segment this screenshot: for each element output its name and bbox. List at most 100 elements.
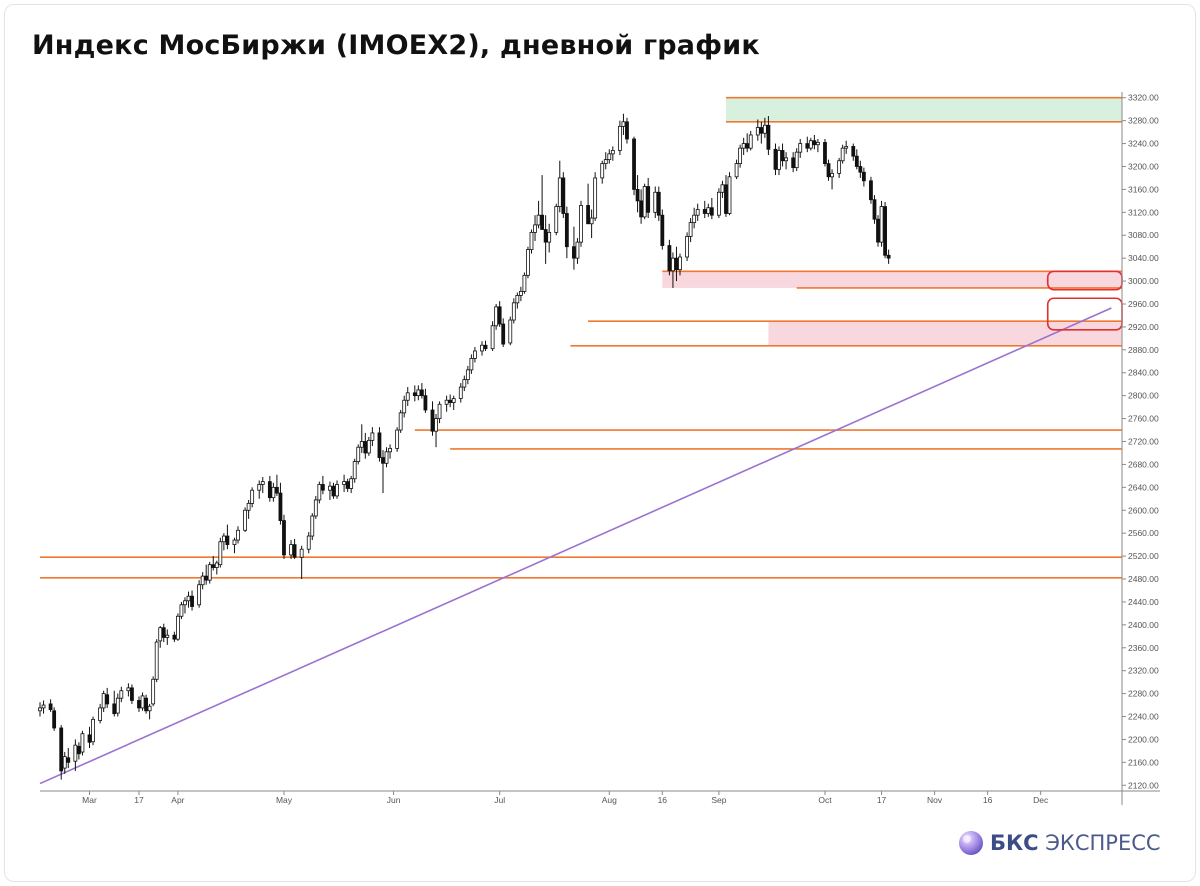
candle-down bbox=[625, 121, 629, 140]
candle-down bbox=[105, 694, 110, 705]
candle-up bbox=[840, 147, 845, 162]
candle-up bbox=[522, 274, 527, 292]
candle-up bbox=[526, 249, 530, 276]
candle-up bbox=[816, 142, 820, 146]
candle-up bbox=[600, 163, 605, 179]
candle-up bbox=[352, 461, 357, 480]
candle-down bbox=[52, 710, 57, 729]
axes-layer: 3320.00 3280.00 3240.00 3200.00 3160.00 3120.… bbox=[40, 92, 1160, 805]
candle-down bbox=[412, 392, 417, 397]
candle-down bbox=[858, 166, 863, 173]
candle-up bbox=[246, 502, 251, 511]
candle-up bbox=[41, 704, 46, 709]
candle-up bbox=[515, 294, 520, 304]
candle-up bbox=[755, 127, 760, 136]
candle-up bbox=[119, 690, 124, 699]
candle-down bbox=[876, 218, 880, 243]
candle-up bbox=[844, 146, 849, 149]
candle-down bbox=[854, 155, 859, 167]
candle-up bbox=[610, 150, 615, 155]
x-tick-label: Dec bbox=[1033, 795, 1049, 805]
candle-up bbox=[879, 206, 884, 243]
candle-up bbox=[589, 217, 594, 225]
candle-up bbox=[508, 319, 513, 344]
candle-up bbox=[830, 172, 834, 178]
candle-up bbox=[653, 191, 658, 213]
candle-up bbox=[359, 441, 364, 448]
candle-down bbox=[745, 143, 750, 149]
y-tick-label: 2200.00 bbox=[1128, 734, 1159, 744]
candle-up bbox=[451, 398, 456, 403]
candle-up bbox=[207, 564, 212, 581]
candle-up bbox=[579, 205, 583, 243]
trend-line bbox=[39, 307, 1112, 785]
candle-up bbox=[243, 509, 247, 531]
candle-up bbox=[437, 403, 442, 419]
x-tick-label: Mar bbox=[82, 795, 97, 805]
bks-logo: БКС ЭКСПРЕСС bbox=[958, 830, 1161, 856]
candle-up bbox=[642, 186, 647, 218]
candle-up bbox=[115, 697, 120, 714]
candle-up bbox=[529, 231, 534, 250]
candle-down bbox=[130, 687, 134, 701]
card-frame bbox=[4, 4, 1196, 882]
candle-up bbox=[176, 615, 180, 640]
candle-up bbox=[734, 163, 739, 178]
y-tick-label: 2440.00 bbox=[1128, 597, 1159, 607]
candle-down bbox=[190, 595, 194, 607]
candle-down bbox=[572, 246, 576, 259]
candle-up bbox=[306, 535, 311, 550]
candle-up bbox=[317, 484, 322, 501]
candle-down bbox=[76, 745, 81, 755]
candle-up bbox=[250, 489, 255, 504]
candle-up bbox=[405, 392, 410, 401]
y-tick-label: 3200.00 bbox=[1128, 161, 1159, 171]
candle-down bbox=[773, 148, 778, 170]
candle-up bbox=[557, 177, 562, 207]
candle-down bbox=[861, 171, 866, 182]
y-tick-label: 2680.00 bbox=[1128, 459, 1159, 469]
candle-up bbox=[388, 447, 392, 453]
candle-down bbox=[448, 399, 453, 403]
candle-up bbox=[490, 325, 495, 350]
candle-down bbox=[656, 191, 661, 216]
candle-down bbox=[48, 703, 53, 711]
candle-up bbox=[80, 733, 85, 753]
y-tick-label: 3280.00 bbox=[1128, 116, 1159, 126]
candle-up bbox=[38, 707, 42, 712]
candle-down bbox=[59, 727, 64, 772]
x-tick-label: Jun bbox=[387, 795, 401, 805]
candle-up bbox=[469, 358, 474, 371]
candle-up bbox=[511, 302, 516, 321]
candle-down bbox=[137, 700, 141, 709]
y-tick-label: 3000.00 bbox=[1128, 276, 1159, 286]
candle-down bbox=[872, 199, 877, 220]
candle-down bbox=[780, 150, 785, 162]
candle-up bbox=[434, 418, 438, 432]
candle-up bbox=[554, 206, 559, 233]
candle-down bbox=[275, 486, 279, 494]
candle-up bbox=[692, 214, 697, 224]
y-tick-label: 2920.00 bbox=[1128, 322, 1159, 332]
candle-down bbox=[812, 140, 817, 146]
candle-up bbox=[151, 678, 156, 705]
chart-title: Индекс МосБиржи (IMOEX2), дневной график bbox=[32, 30, 760, 61]
candle-down bbox=[112, 703, 117, 715]
candle-up bbox=[671, 257, 675, 272]
candle-up bbox=[741, 143, 746, 149]
candle-down bbox=[759, 127, 764, 134]
candle-down bbox=[805, 143, 810, 149]
candle-up bbox=[356, 446, 361, 462]
candle-down bbox=[161, 627, 166, 638]
candle-up bbox=[727, 176, 732, 214]
candle-down bbox=[66, 757, 71, 763]
x-tick-label: Sep bbox=[711, 795, 726, 805]
candle-up bbox=[738, 147, 743, 165]
candle-down bbox=[497, 306, 502, 325]
candle-down bbox=[883, 206, 887, 256]
candle-up bbox=[126, 687, 131, 692]
candle-up bbox=[533, 224, 537, 233]
y-tick-label: 2400.00 bbox=[1128, 620, 1159, 630]
candle-up bbox=[777, 150, 781, 170]
